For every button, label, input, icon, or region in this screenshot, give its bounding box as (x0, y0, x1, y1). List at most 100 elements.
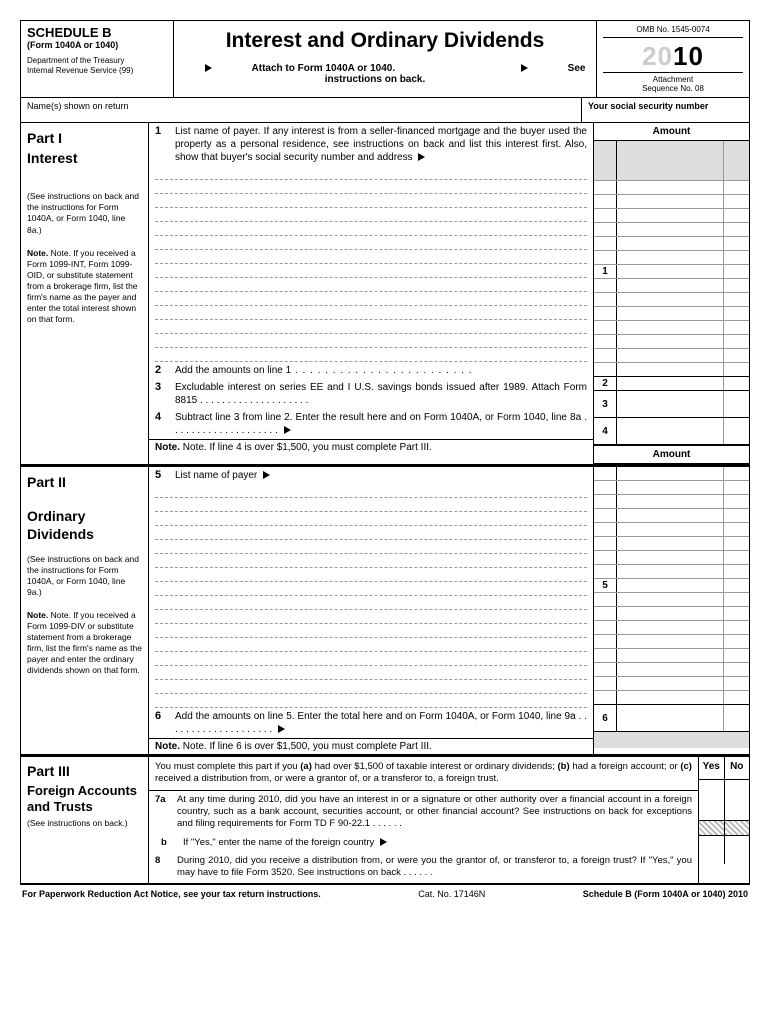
payer-line[interactable] (155, 666, 587, 680)
form-title: Interest and Ordinary Dividends (178, 29, 592, 53)
no-checkbox[interactable] (725, 780, 750, 820)
amount-cell[interactable] (594, 181, 749, 195)
payer-line[interactable] (155, 596, 587, 610)
amount-cell[interactable] (594, 593, 749, 607)
ssn-field[interactable]: Your social security number (581, 98, 749, 122)
payer-line[interactable] (155, 624, 587, 638)
question-8: 8During 2010, did you receive a distribu… (149, 852, 698, 883)
amount-cell[interactable] (594, 209, 749, 223)
payer-line[interactable] (155, 484, 587, 498)
tax-year: 2010 (603, 41, 743, 72)
part3-yesno-column: Yes No (698, 757, 749, 883)
payer-line[interactable] (155, 180, 587, 194)
amount-cell[interactable] (594, 307, 749, 321)
payer-line[interactable] (155, 250, 587, 264)
payer-line[interactable] (155, 320, 587, 334)
payer-line[interactable] (155, 610, 587, 624)
amount-cell[interactable] (594, 223, 749, 237)
payer-line[interactable] (155, 526, 587, 540)
payer-line[interactable] (155, 582, 587, 596)
attach-line: Attach to Form 1040A or 1040. See instru… (178, 63, 592, 85)
payer-line[interactable] (155, 568, 587, 582)
part1-sidebar: Part I Interest (See instructions on bac… (21, 123, 149, 464)
yes-checkbox[interactable] (699, 780, 725, 820)
line4-amount[interactable]: 4 (594, 418, 749, 445)
payer-line[interactable] (155, 264, 587, 278)
amount-cell[interactable] (594, 537, 749, 551)
amount-cell[interactable] (594, 635, 749, 649)
amount-cell[interactable] (594, 677, 749, 691)
amount-cell[interactable] (594, 649, 749, 663)
amount-cell[interactable] (594, 251, 749, 265)
paperwork-notice: For Paperwork Reduction Act Notice, see … (22, 889, 321, 899)
amount-cell[interactable] (594, 481, 749, 495)
yes-no-header: Yes No (699, 757, 749, 780)
amount-cell[interactable] (594, 279, 749, 293)
amount-cell[interactable] (594, 335, 749, 349)
amount-cell[interactable] (594, 293, 749, 307)
part2-amount-column: 5 6 (593, 467, 749, 754)
payer-line[interactable] (155, 512, 587, 526)
amount-cell[interactable] (594, 607, 749, 621)
payer-line[interactable] (155, 348, 587, 362)
payer-line[interactable] (155, 278, 587, 292)
amount-cell[interactable] (594, 523, 749, 537)
line3-text: Excludable interest on series EE and I U… (175, 381, 587, 407)
payer-line[interactable] (155, 222, 587, 236)
line-number: 4 (155, 411, 175, 437)
question-7b: bIf "Yes," enter the name of the foreign… (149, 834, 698, 852)
amount-cell[interactable] (594, 663, 749, 677)
checkbox-row-8 (699, 836, 749, 864)
line2-amount[interactable]: 2 (594, 377, 749, 391)
triangle-icon (284, 426, 291, 434)
payer-line[interactable] (155, 694, 587, 708)
payer-line[interactable] (155, 236, 587, 250)
amount-cell[interactable]: 5 (594, 579, 749, 593)
amount-cell[interactable] (594, 509, 749, 523)
part3-title: Foreign Accounts and Trusts (27, 783, 142, 814)
amount-cell[interactable] (594, 551, 749, 565)
schedule-reference: Schedule B (Form 1040A or 1040) 2010 (583, 889, 748, 899)
header-center: Interest and Ordinary Dividends Attach t… (174, 21, 596, 97)
part3-content: You must complete this part if you (a) h… (149, 757, 698, 883)
no-checkbox[interactable] (725, 836, 750, 864)
amount-cell[interactable] (594, 621, 749, 635)
line-number: 3 (155, 381, 175, 407)
amount-cell[interactable] (594, 363, 749, 377)
department-label: Department of the Treasury Internal Reve… (27, 56, 167, 75)
names-field[interactable]: Name(s) shown on return (21, 98, 581, 122)
payer-line[interactable] (155, 334, 587, 348)
amount-cell[interactable] (594, 691, 749, 705)
yes-checkbox[interactable] (699, 836, 725, 864)
payer-line[interactable] (155, 306, 587, 320)
payer-line[interactable] (155, 638, 587, 652)
part1-instructions: (See instructions on back and the instru… (27, 191, 142, 235)
name-row: Name(s) shown on return Your social secu… (20, 98, 750, 123)
payer-line[interactable] (155, 208, 587, 222)
amount-cell[interactable] (594, 237, 749, 251)
payer-line[interactable] (155, 194, 587, 208)
payer-line[interactable] (155, 680, 587, 694)
line6-amount[interactable]: 6 (594, 705, 749, 732)
payer-line[interactable] (155, 292, 587, 306)
line5-text: List name of payer (175, 469, 587, 482)
payer-line[interactable] (155, 498, 587, 512)
part1-content: 1 List name of payer. If any interest is… (149, 123, 593, 464)
form-number: (Form 1040A or 1040) (27, 40, 167, 50)
amount-cell[interactable] (594, 495, 749, 509)
part2-section: Part II Ordinary Dividends (See instruct… (20, 465, 750, 755)
line6-text: Add the amounts on line 5. Enter the tot… (175, 710, 587, 736)
part1-bottom-note: Note. Note. If line 4 is over $1,500, yo… (149, 439, 593, 455)
payer-line[interactable] (155, 554, 587, 568)
payer-line[interactable] (155, 540, 587, 554)
amount-cell[interactable] (594, 467, 749, 481)
amount-cell[interactable] (594, 195, 749, 209)
amount-cell[interactable] (594, 565, 749, 579)
amount-cell[interactable]: 1 (594, 265, 749, 279)
line3-amount[interactable]: 3 (594, 391, 749, 418)
payer-line[interactable] (155, 652, 587, 666)
amount-cell[interactable] (594, 321, 749, 335)
triangle-icon (521, 64, 528, 72)
amount-cell[interactable] (594, 349, 749, 363)
payer-line[interactable] (155, 166, 587, 180)
